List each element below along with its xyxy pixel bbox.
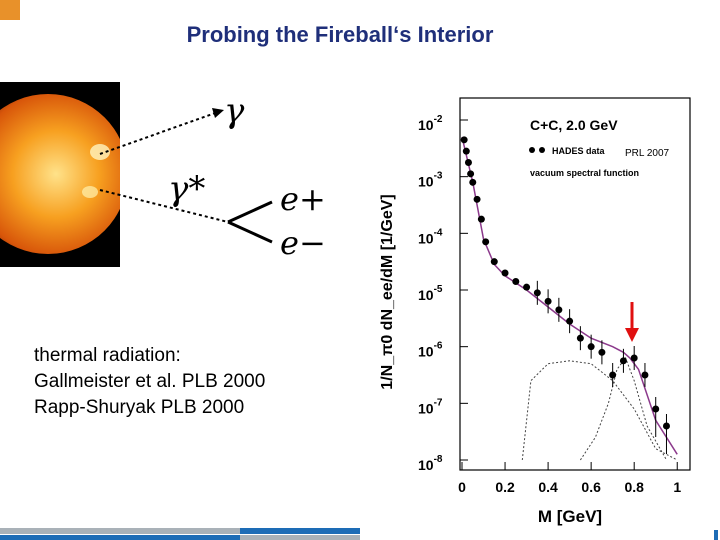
ref-line-3: Rapp-Shuryak PLB 2000: [34, 397, 245, 418]
x-tick-label: 0.4: [538, 479, 558, 495]
component-curve-1: [521, 360, 678, 461]
data-point: [587, 343, 595, 351]
footer-bar-blue: [240, 528, 360, 534]
data-point: [566, 317, 574, 325]
ref-line-2: Gallmeister et al. PLB 2000: [34, 371, 266, 392]
data-point: [460, 136, 468, 144]
component-curve-2: [579, 356, 667, 461]
virtual-photon-label: γ*: [168, 169, 205, 209]
footer-bar-gray: [0, 528, 240, 534]
footer-bars: [0, 524, 720, 540]
footer-bar-gray-lower: [240, 535, 360, 540]
data-point: [523, 283, 531, 291]
data-point: [619, 357, 627, 365]
x-axis-label: M [GeV]: [538, 507, 602, 526]
positron-line: [227, 200, 273, 224]
data-point: [464, 159, 472, 166]
data-point: [533, 289, 541, 297]
y-tick-label: 10-8: [418, 454, 443, 473]
data-point: [482, 238, 490, 246]
virtual-photon-dotted-line: [99, 189, 229, 223]
x-tick-label: 0: [458, 479, 466, 495]
data-point: [609, 371, 617, 379]
electron-line: [227, 220, 273, 244]
data-point: [473, 195, 481, 203]
data-point: [467, 170, 475, 178]
y-tick-label: 10-6: [418, 341, 443, 360]
data-point: [662, 422, 670, 430]
photon-dotted-line: [99, 111, 219, 155]
footer-corner-tick: [714, 530, 718, 540]
data-point: [490, 258, 498, 266]
data-point: [555, 306, 563, 314]
data-point: [652, 405, 660, 413]
x-tick-label: 0.6: [581, 479, 601, 495]
x-tick-label: 1: [673, 479, 681, 495]
photon-arrowhead: [212, 108, 224, 118]
data-point: [544, 297, 552, 305]
y-tick-label: 10-4: [418, 227, 443, 246]
photon-label: γ: [224, 91, 245, 131]
legend-data-label: HADES data: [552, 146, 606, 156]
y-tick-label: 10-2: [418, 114, 443, 133]
data-point: [512, 278, 520, 285]
positron-label: e+: [280, 180, 326, 218]
slide-title: Probing the Fireball‘s Interior: [186, 22, 494, 47]
data-point: [576, 334, 584, 342]
legend-dot-1: [529, 147, 535, 153]
legend-dot-2: [539, 147, 545, 153]
x-tick-label: 0.2: [495, 479, 515, 495]
plot-header: C+C, 2.0 GeV: [530, 117, 618, 133]
x-tick-label: 0.8: [624, 479, 644, 495]
y-tick-label: 10-7: [418, 397, 443, 416]
legend-curve-label: vacuum spectral function: [530, 168, 639, 178]
data-point: [477, 215, 485, 223]
red-arrow-head: [625, 328, 639, 342]
y-axis-label: 1/N_π0 dN_ee/dM [1/GeV]: [379, 194, 396, 389]
y-tick-label: 10-5: [418, 284, 443, 303]
electron-label: e−: [280, 224, 326, 262]
sun-image: [0, 82, 120, 267]
data-point: [501, 269, 509, 277]
data-point: [598, 348, 606, 356]
data-point: [462, 147, 470, 155]
data-point: [641, 371, 649, 379]
data-point: [469, 178, 477, 186]
data-point: [630, 354, 638, 362]
x-tick-labels: 0 0.2 0.4 0.6 0.8 1: [458, 462, 681, 495]
ref-line-1: thermal radiation:: [34, 345, 181, 366]
data-points-group: [460, 136, 670, 454]
dilepton-diagram: γ γ* e+ e−: [99, 91, 326, 262]
dilepton-spectrum-plot: 10-210-310-410-510-610-710-8 0 0.2 0.4 0.6 0…: [379, 97, 691, 526]
reference-text: thermal radiation: Gallmeister et al. PL…: [34, 343, 265, 421]
corner-logo-mark: [0, 0, 20, 20]
footer-bar-blue-lower: [0, 535, 240, 540]
y-tick-label: 10-3: [418, 171, 443, 190]
prl-annotation: PRL 2007: [625, 148, 670, 159]
